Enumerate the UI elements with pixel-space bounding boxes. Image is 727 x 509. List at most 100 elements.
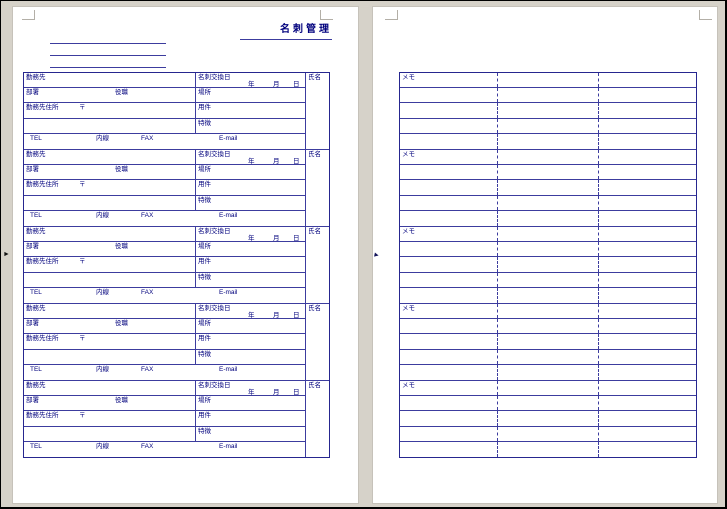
memo-table: メモ bbox=[399, 72, 697, 458]
memo-cell bbox=[599, 227, 696, 241]
postal-mark: 〒 bbox=[79, 335, 86, 343]
memo-cell: メモ bbox=[400, 381, 498, 396]
place-cell: 場所 bbox=[196, 165, 306, 181]
memo-cell bbox=[400, 272, 498, 287]
name-cell: 氏名 bbox=[306, 227, 329, 303]
position-label: 役職 bbox=[115, 320, 128, 328]
features-label: 特徴 bbox=[198, 350, 211, 358]
memo-cell bbox=[599, 150, 696, 164]
place-label: 場所 bbox=[198, 166, 211, 174]
matter-cell: 用件 bbox=[196, 334, 306, 350]
postal-mark: 〒 bbox=[79, 412, 86, 420]
memo-section: メモ bbox=[400, 73, 696, 150]
memo-cell bbox=[599, 273, 696, 287]
exchange-date-cell: 名刺交換日 年 月 日 bbox=[196, 73, 306, 89]
blank-writing-line bbox=[50, 55, 166, 56]
name-label: 氏名 bbox=[308, 305, 321, 312]
memo-cell bbox=[498, 272, 599, 287]
extension-label: 内線 bbox=[96, 288, 109, 296]
month-label: 月 bbox=[273, 389, 280, 396]
day-label: 日 bbox=[293, 235, 300, 242]
address-extra-cell bbox=[24, 426, 196, 442]
matter-cell: 用件 bbox=[196, 411, 306, 427]
memo-cell bbox=[400, 257, 498, 272]
memo-row bbox=[400, 334, 696, 350]
memo-section: メモ bbox=[400, 381, 696, 457]
crop-mark-top-right bbox=[699, 10, 712, 20]
card-entry-block: 勤務先 名刺交換日 年 月 日 氏名 部署 役職 場所 bbox=[24, 304, 329, 381]
month-label: 月 bbox=[273, 312, 280, 319]
memo-cell bbox=[599, 196, 696, 210]
memo-row: メモ bbox=[400, 304, 696, 320]
postal-mark: 〒 bbox=[79, 104, 86, 112]
year-label: 年 bbox=[248, 81, 255, 88]
memo-cell bbox=[498, 227, 599, 242]
memo-cell bbox=[400, 165, 498, 180]
crop-mark-top-left bbox=[385, 10, 398, 20]
card-entry-block: 勤務先 名刺交換日 年 月 日 氏名 部署 役職 場所 bbox=[24, 150, 329, 227]
memo-row bbox=[400, 133, 696, 149]
name-cell: 氏名 bbox=[306, 150, 329, 226]
memo-row bbox=[400, 210, 696, 226]
year-label: 年 bbox=[248, 235, 255, 242]
tel-email-cell: TEL 内線 FAX E-mail bbox=[24, 441, 306, 457]
year-label: 年 bbox=[248, 158, 255, 165]
address-label: 勤務先住所 bbox=[26, 412, 59, 420]
email-label: E-mail bbox=[219, 134, 238, 142]
features-label: 特徴 bbox=[198, 196, 211, 204]
memo-cell: メモ bbox=[400, 227, 498, 242]
memo-cell bbox=[498, 364, 599, 380]
memo-cell bbox=[498, 334, 599, 349]
memo-row: メモ bbox=[400, 73, 696, 89]
company-cell: 勤務先 bbox=[24, 150, 196, 166]
tel-label: TEL bbox=[30, 134, 42, 142]
address-cell: 勤務先住所 〒 bbox=[24, 103, 196, 119]
name-label: 氏名 bbox=[308, 151, 321, 158]
memo-cell bbox=[498, 426, 599, 441]
position-label: 役職 bbox=[115, 89, 128, 97]
postal-mark: 〒 bbox=[79, 258, 86, 266]
matter-label: 用件 bbox=[198, 258, 211, 266]
memo-cell bbox=[599, 180, 696, 194]
memo-cell: メモ bbox=[400, 150, 498, 165]
day-label: 日 bbox=[293, 389, 300, 396]
memo-section: メモ bbox=[400, 150, 696, 227]
exchange-date-cell: 名刺交換日 年 月 日 bbox=[196, 381, 306, 397]
left-page[interactable]: 名刺管理 勤務先 名刺交換日 年 月 日 氏名 bbox=[12, 6, 359, 504]
place-cell: 場所 bbox=[196, 88, 306, 104]
features-cell: 特徴 bbox=[196, 195, 306, 211]
memo-section: メモ bbox=[400, 227, 696, 304]
memo-cell bbox=[599, 334, 696, 348]
margin-marker-arrow-left[interactable]: ► bbox=[3, 251, 10, 258]
matter-cell: 用件 bbox=[196, 180, 306, 196]
memo-cell bbox=[400, 287, 498, 303]
title-underline: 名刺管理 bbox=[240, 19, 332, 40]
memo-row bbox=[400, 426, 696, 442]
fax-label: FAX bbox=[141, 365, 154, 373]
address-label: 勤務先住所 bbox=[26, 335, 59, 343]
tel-email-cell: TEL 内線 FAX E-mail bbox=[24, 287, 306, 303]
exchange-date-label: 名刺交換日 bbox=[198, 382, 231, 389]
margin-marker-arrow-center[interactable]: ► bbox=[372, 251, 381, 260]
place-cell: 場所 bbox=[196, 396, 306, 412]
address-extra-cell bbox=[24, 195, 196, 211]
memo-cell bbox=[498, 195, 599, 210]
company-cell: 勤務先 bbox=[24, 73, 196, 89]
memo-label: メモ bbox=[402, 228, 415, 235]
memo-cell bbox=[498, 441, 599, 457]
tel-email-cell: TEL 内線 FAX E-mail bbox=[24, 133, 306, 149]
month-label: 月 bbox=[273, 158, 280, 165]
department-label: 部署 bbox=[26, 243, 39, 251]
memo-row: メモ bbox=[400, 381, 696, 397]
place-cell: 場所 bbox=[196, 319, 306, 335]
matter-label: 用件 bbox=[198, 181, 211, 189]
memo-cell bbox=[400, 334, 498, 349]
company-label: 勤務先 bbox=[26, 382, 46, 389]
memo-row bbox=[400, 242, 696, 258]
matter-label: 用件 bbox=[198, 412, 211, 420]
memo-cell bbox=[599, 119, 696, 133]
memo-cell bbox=[599, 165, 696, 179]
memo-row bbox=[400, 195, 696, 211]
right-page[interactable]: メモ bbox=[372, 6, 718, 504]
memo-row bbox=[400, 364, 696, 380]
